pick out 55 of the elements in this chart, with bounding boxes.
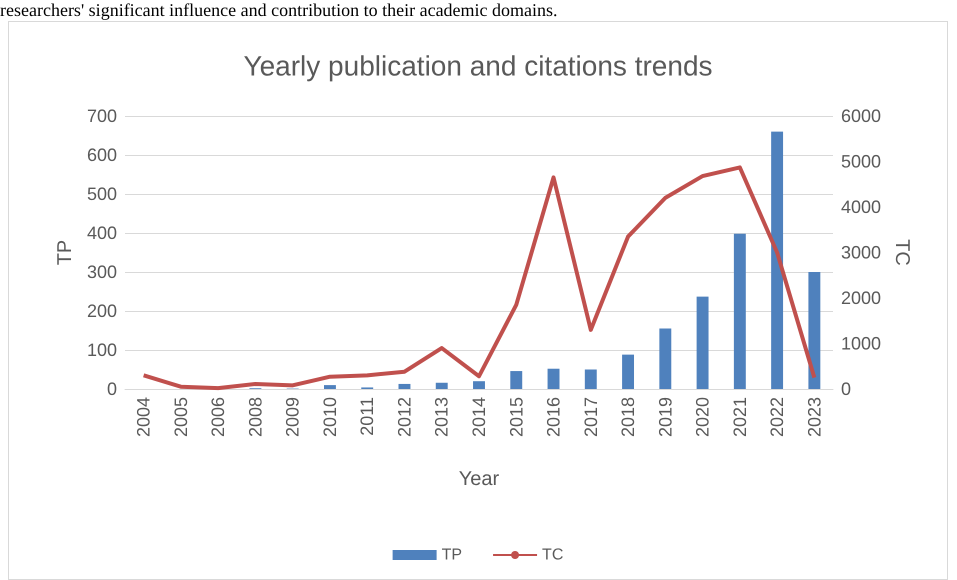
text: researchers' significant influence and contribution to their academic domains.	[0, 0, 558, 21]
x-tick-label: 2016	[544, 397, 564, 438]
x-tick-label: 2017	[580, 397, 601, 438]
x-tick-label: 2005	[170, 397, 191, 438]
x-tick-label: 2004	[134, 397, 154, 438]
y2-tick-label: 2000	[841, 288, 882, 308]
x-tick-label: 2014	[469, 397, 489, 438]
legend-label: TP	[442, 546, 462, 564]
x-tick-label: 2011	[357, 397, 378, 436]
y2-tick-label: 4000	[841, 197, 882, 217]
bar	[659, 328, 672, 389]
legend-label: TC	[542, 546, 564, 564]
y-tick-label: 200	[86, 301, 117, 321]
line-series	[142, 165, 816, 390]
x-tick-label: 2015	[506, 397, 526, 438]
x-tick-label: 2008	[245, 397, 266, 438]
bar	[584, 370, 597, 389]
x-tick-label: 2013	[432, 397, 452, 438]
y-tick-label: 100	[86, 340, 117, 360]
y-tick-label: 600	[86, 145, 117, 165]
y-tick-label: 0	[106, 379, 117, 399]
bar	[548, 368, 560, 389]
x-tick-label: 2018	[618, 397, 638, 438]
x-tick-label: 2022	[767, 397, 788, 438]
x-tick-label: 2006	[208, 397, 228, 438]
x-tick-label: 2010	[320, 397, 340, 438]
x-tick-label: 2021	[730, 397, 750, 438]
y-axis-title: TP	[54, 240, 76, 266]
y2-tick-label: 5000	[841, 152, 882, 172]
y2-tick-label: 3000	[841, 242, 882, 262]
x-tick-label: 2019	[655, 397, 676, 438]
x-tick-label: 2009	[282, 397, 303, 438]
x-tick-label: 2012	[394, 397, 414, 438]
y2-tick-label: 6000	[841, 106, 882, 126]
x-axis-title: Year	[458, 468, 500, 490]
x-tick-label: 2023	[804, 397, 824, 438]
y2-axis-title: TC	[890, 239, 913, 266]
bar	[696, 296, 709, 389]
y-tick-label: 400	[86, 223, 117, 243]
bar	[398, 384, 410, 389]
bar	[473, 381, 485, 389]
y2-tick-label: 0	[841, 379, 852, 399]
bar	[622, 354, 634, 389]
bar	[771, 132, 784, 389]
x-tick-label: 2020	[692, 397, 713, 438]
y-tick-label: 500	[86, 184, 117, 204]
y-tick-label: 300	[86, 262, 117, 282]
bar	[324, 385, 336, 389]
bar	[808, 272, 820, 389]
bar	[436, 382, 448, 389]
bar	[734, 234, 746, 389]
y2-tick-label: 1000	[841, 334, 882, 354]
bar	[510, 371, 522, 389]
chart-title: Yearly publication and citations trends	[243, 50, 713, 82]
y-tick-label: 700	[86, 106, 117, 126]
